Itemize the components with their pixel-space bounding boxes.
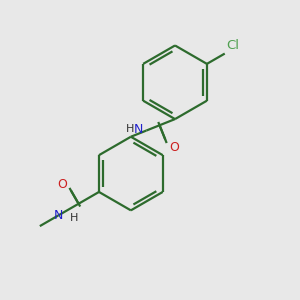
Text: Cl: Cl: [226, 39, 239, 52]
Text: H: H: [126, 124, 134, 134]
Text: O: O: [169, 142, 179, 154]
Text: H: H: [69, 214, 78, 224]
Text: O: O: [57, 178, 67, 190]
Text: N: N: [53, 209, 63, 222]
Text: N: N: [134, 123, 143, 136]
